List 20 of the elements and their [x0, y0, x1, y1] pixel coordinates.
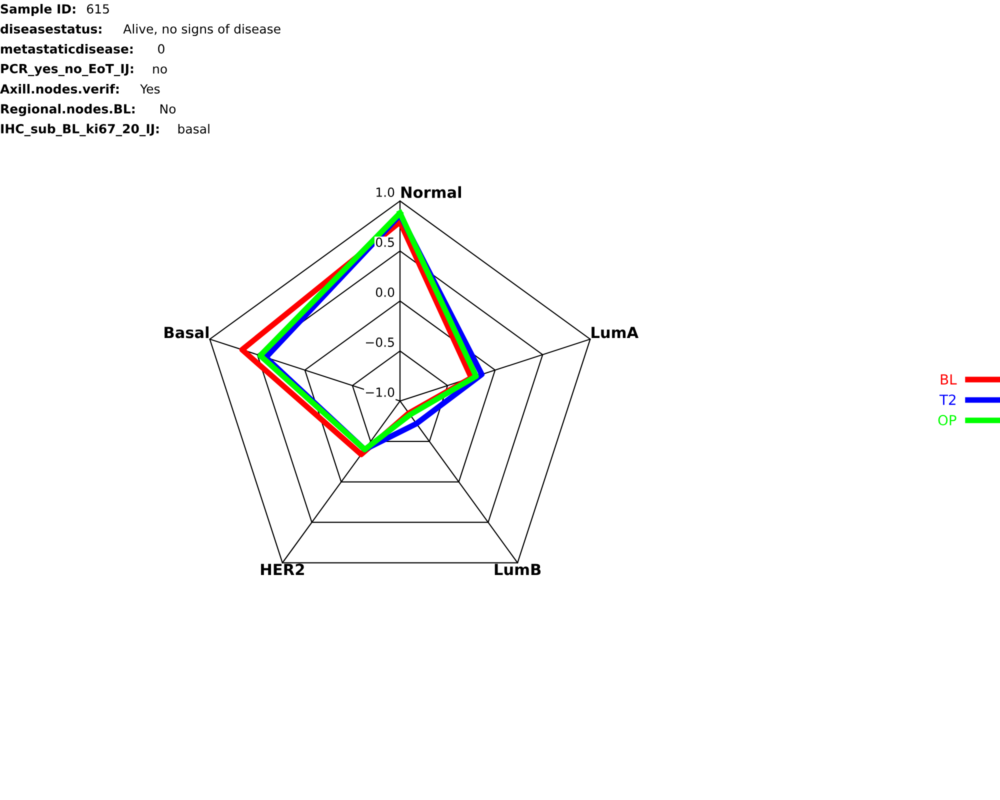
text: diseasestatus: Alive, no signs of disease [0, 24, 280, 36]
text: Sample ID: 615 [0, 4, 109, 16]
text: IHC_sub_BL_ki67_20_IJ: basal [1, 124, 210, 136]
y-tick-label: 0.0 [376, 288, 394, 297]
legend-label: BL [940, 374, 957, 384]
spoke-label: Basal [164, 326, 209, 338]
text: PCR_yes_no_EoT_IJ: no [1, 64, 167, 76]
spoke-label: HER2 [261, 564, 304, 576]
y-tick-label: −1.0 [366, 388, 394, 397]
y-tick-label: −0.5 [366, 338, 394, 347]
y-tick-label: 1.0 [376, 188, 394, 197]
text: metastaticdisease: 0 [1, 44, 164, 54]
spoke-label: LumA [592, 326, 638, 338]
legend-label: T2 [939, 394, 956, 405]
legend-label: OP [938, 414, 956, 426]
spoke-label: LumB [494, 564, 541, 576]
y-tick-label: 0.5 [376, 238, 394, 247]
spoke-label: Normal [401, 186, 461, 198]
text: Regional.nodes.BL: No [1, 104, 176, 116]
text: Axill.nodes.verif: Yes [0, 84, 160, 94]
